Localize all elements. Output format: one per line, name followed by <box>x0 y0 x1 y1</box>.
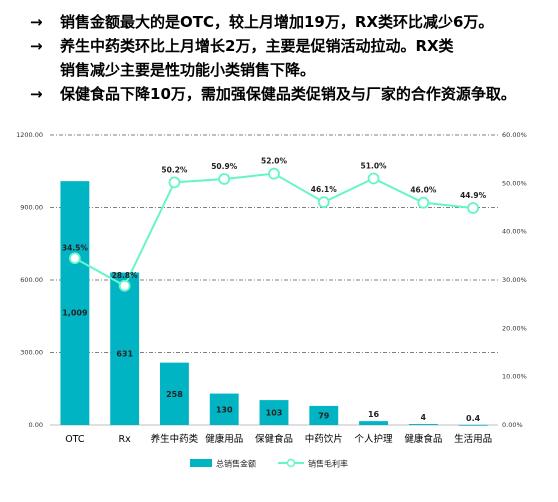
bar-value-label: 4 <box>421 413 427 422</box>
sales-chart: 0.00 300.00 600.00 900.00 1200.00 0.00% 10.00… <box>16 131 527 469</box>
line-series <box>68 167 480 292</box>
right-tick-label: 10.00% <box>502 373 527 381</box>
line-value-label: 52.0% <box>261 157 288 166</box>
line-value-label: 51.0% <box>361 162 388 171</box>
bar-value-label: 103 <box>266 409 283 418</box>
line-value-label: 50.2% <box>161 165 188 174</box>
chart-legend: 总销售金额 销售毛利率 <box>190 459 348 469</box>
bar-value-label: 631 <box>116 349 133 358</box>
legend-line-label: 销售毛利率 <box>308 459 348 469</box>
category-label: 生活用品 <box>454 433 492 445</box>
bar <box>359 421 388 425</box>
bar <box>160 362 189 425</box>
left-tick-label: 300.00 <box>20 349 43 357</box>
bar-series <box>60 181 488 426</box>
right-tick-label: 30.00% <box>502 276 527 284</box>
line-point <box>367 172 380 185</box>
bar-labels: 1,009 631 258 130 103 79 16 4 0.4 <box>62 308 480 423</box>
left-tick-label: 0.00 <box>29 421 43 429</box>
note-3-line-1: 保健食品下降10万，需加强保健品类促销及与厂家的合作资源争取。 <box>60 85 516 103</box>
bar <box>309 405 339 425</box>
line-point <box>218 173 231 185</box>
bar <box>110 272 140 425</box>
arrow-right-icon: → <box>30 13 43 31</box>
right-tick-label: 50.00% <box>502 179 527 187</box>
line-value-label: 28.8% <box>112 271 139 280</box>
line-point <box>467 202 480 214</box>
line-value-label: 34.5% <box>62 243 89 252</box>
note-3: → 保健食品下降10万，需加强保健品类促销及与厂家的合作资源争取。 <box>30 82 550 106</box>
note-2: → 养生中药类环比上月增长2万，主要是促销活动拉动。RX类 销售减少主要是性功能… <box>30 34 550 82</box>
line-labels: 34.5% 28.8% 50.2% 50.9% 52.0% 46.1% 51.0% 46.0%… <box>62 157 487 280</box>
bar <box>259 400 289 425</box>
legend-line-marker <box>286 458 296 468</box>
line-point <box>268 167 280 180</box>
left-tick-label: 1200.00 <box>16 131 43 139</box>
category-label: 个人护理 <box>355 433 394 445</box>
left-tick-label: 900.00 <box>20 204 43 212</box>
right-tick-label: 0.00% <box>502 421 523 429</box>
right-axis: 0.00% 10.00% 20.00% 30.00% 40.00% 50.00% 60.00… <box>502 131 527 429</box>
arrow-right-icon: → <box>30 37 43 55</box>
bar <box>458 424 488 426</box>
legend-bar-swatch <box>190 459 212 467</box>
right-tick-label: 60.00% <box>502 131 527 139</box>
right-tick-label: 20.00% <box>502 324 527 332</box>
line-value-label: 46.0% <box>410 186 437 195</box>
notes-list: → 销售金额最大的是OTC，较上月增加19万，RX类环比减少6万。 → 养生中药… <box>30 10 550 106</box>
bar-value-label: 130 <box>216 405 233 414</box>
line-point <box>317 196 330 209</box>
left-axis: 0.00 300.00 600.00 900.00 1200.00 <box>16 131 43 429</box>
bar-value-label: 1,009 <box>62 308 88 317</box>
line-value-label: 50.9% <box>211 162 238 171</box>
bar <box>408 424 438 425</box>
bar <box>209 393 239 425</box>
note-1: → 销售金额最大的是OTC，较上月增加19万，RX类环比减少6万。 <box>30 10 550 34</box>
right-tick-label: 40.00% <box>502 228 527 236</box>
line-point <box>118 279 131 292</box>
line-value-label: 46.1% <box>311 185 338 194</box>
note-2-line-1: 养生中药类环比上月增长2万，主要是促销活动拉动。RX类 <box>60 37 454 55</box>
note-2-line-2: 销售减少主要是性功能小类销售下降。 <box>60 61 316 79</box>
left-tick-label: 600.00 <box>20 276 43 284</box>
bar-value-label: 79 <box>318 411 330 420</box>
bar-value-label: 258 <box>166 390 183 399</box>
category-label: 中药饮片 <box>305 433 343 445</box>
category-label: 保健食品 <box>255 433 293 445</box>
bar-value-label: 0.4 <box>466 414 481 423</box>
note-1-line-1: 销售金额最大的是OTC，较上月增加19万，RX类环比减少6万。 <box>60 13 494 31</box>
category-label: Rx <box>119 434 132 445</box>
line-point <box>68 252 81 265</box>
bar <box>60 181 90 425</box>
category-labels: OTC Rx 养生中药类 健康用品 保健食品 中药饮片 个人护理 健康食品 生活用品 <box>65 433 492 445</box>
category-label: 健康食品 <box>404 433 442 445</box>
line-point <box>417 196 430 209</box>
line-value-label: 44.9% <box>460 191 487 200</box>
category-label: 健康用品 <box>205 433 243 445</box>
legend-bar-label: 总销售金额 <box>216 459 256 469</box>
category-label: 养生中药类 <box>151 433 199 445</box>
bar-value-label: 16 <box>368 410 380 419</box>
category-label: OTC <box>65 434 85 445</box>
arrow-right-icon: → <box>30 85 43 103</box>
line-point <box>168 176 181 189</box>
